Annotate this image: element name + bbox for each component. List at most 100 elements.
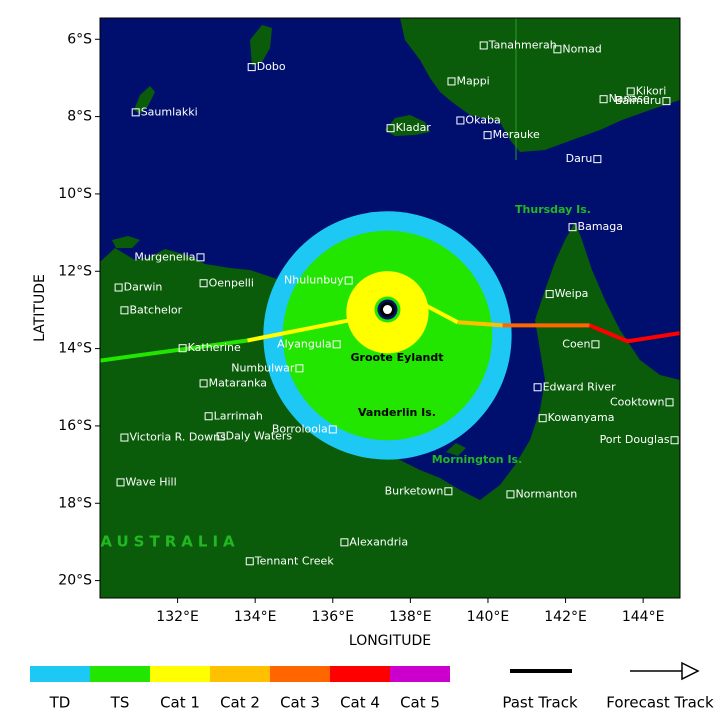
place-marker xyxy=(553,45,562,54)
y-tick-label: 18°S xyxy=(58,495,92,511)
place-label: Port Douglas xyxy=(600,433,670,446)
legend-label: Cat 2 xyxy=(220,694,260,711)
place-label: Nhulunbuy xyxy=(284,274,344,287)
place-marker xyxy=(120,306,129,315)
y-tick-label: 16°S xyxy=(58,418,92,434)
place-marker xyxy=(483,131,492,140)
place-label: Alyangula xyxy=(277,337,332,350)
legend-swatch xyxy=(30,666,90,682)
x-tick-label: 132°E xyxy=(156,609,199,625)
legend-label: Past Track xyxy=(502,694,578,711)
legend-swatch xyxy=(210,666,270,682)
place-label: Katherine xyxy=(188,341,241,354)
place-label: Edward River xyxy=(543,380,616,393)
legend-label: TD xyxy=(49,694,71,711)
x-axis-label: LONGITUDE xyxy=(349,633,431,649)
storm-marker xyxy=(374,296,401,323)
legend-swatch xyxy=(330,666,390,682)
place-label: Mappi xyxy=(456,74,489,87)
place-label: Normanton xyxy=(515,487,577,500)
y-tick-label: 10°S xyxy=(58,186,92,202)
y-axis-label: LATITUDE xyxy=(32,274,48,342)
place-label: Okaba xyxy=(465,113,500,126)
place-marker xyxy=(178,344,187,353)
x-tick-label: 136°E xyxy=(311,609,354,625)
forecast-arrow xyxy=(681,661,700,681)
place-label: Bamaga xyxy=(578,220,623,233)
track xyxy=(100,303,680,363)
legend-swatch xyxy=(390,666,450,682)
x-tick-label: 140°E xyxy=(467,609,510,625)
y-tick-label: 20°S xyxy=(58,573,92,589)
place-marker xyxy=(196,253,205,262)
place-label: Mataranka xyxy=(209,376,267,389)
x-tick-label: 144°E xyxy=(622,609,665,625)
place-marker xyxy=(332,340,341,349)
place-label: Weipa xyxy=(555,287,589,300)
place-marker xyxy=(444,487,453,496)
place-marker xyxy=(131,108,140,117)
place-label: Kladar xyxy=(396,121,432,134)
place-label: Darwin xyxy=(124,281,163,294)
place-label: Numbulwar xyxy=(231,361,295,374)
place-label: Oenpelli xyxy=(209,276,254,289)
place-label: Saumlakki xyxy=(141,105,198,118)
plot-frame xyxy=(99,17,681,599)
track-segment xyxy=(588,323,680,344)
region-label: AUSTRALIA xyxy=(100,533,239,551)
legend: Past Track Forecast Track TD TS Cat 1 Cat 2… xyxy=(30,661,714,712)
place-marker xyxy=(340,538,349,547)
y-tick-label: 12°S xyxy=(58,263,92,279)
y-tick-label: 14°S xyxy=(58,341,92,357)
place-marker xyxy=(245,557,254,566)
y-tick-label: 6°S xyxy=(67,31,92,47)
place-label: Nomad xyxy=(562,42,601,55)
place-marker xyxy=(247,63,256,72)
place-marker xyxy=(626,87,635,96)
place-marker xyxy=(538,414,547,423)
place-label: Daru xyxy=(566,152,593,165)
place-marker xyxy=(479,41,488,50)
place-label: Cooktown xyxy=(610,395,665,408)
region-label: Thursday Is. xyxy=(515,203,591,216)
place-label: Nanase xyxy=(609,92,650,105)
track-segment xyxy=(247,303,459,343)
place-label: Borroloola xyxy=(272,422,328,435)
wind-radii xyxy=(263,211,512,460)
y-tick-label: 8°S xyxy=(67,109,92,125)
legend-label: Cat 1 xyxy=(160,694,200,711)
place-marker xyxy=(386,124,395,133)
region-label: Groote Eylandt xyxy=(351,351,444,364)
place-label: Merauke xyxy=(493,128,540,141)
place-marker xyxy=(216,432,225,441)
place-label: Dobo xyxy=(257,60,286,73)
place-marker xyxy=(456,116,465,125)
place-label: Batchelor xyxy=(129,303,182,316)
legend-label: Cat 4 xyxy=(340,694,380,711)
place-label: Wave Hill xyxy=(126,475,177,488)
place-marker xyxy=(116,478,125,487)
place-label: Daly Waters xyxy=(226,429,293,442)
place-marker xyxy=(344,276,353,285)
region-label: Vanderlin Is. xyxy=(358,406,436,419)
place-marker xyxy=(199,279,208,288)
place-label: Tanahmerah xyxy=(488,38,557,51)
place-marker xyxy=(204,412,213,421)
place-marker xyxy=(593,155,602,164)
place-marker xyxy=(114,283,123,292)
legend-swatch xyxy=(150,666,210,682)
x-tick-label: 134°E xyxy=(234,609,277,625)
track-segment xyxy=(100,338,248,363)
place-marker xyxy=(665,398,674,407)
place-label: Baimuru xyxy=(615,94,662,107)
place-marker xyxy=(662,97,671,106)
place-marker xyxy=(295,364,304,373)
place-label: Tennant Creek xyxy=(254,554,335,567)
track-segment xyxy=(457,320,503,328)
place-label: Victoria R. Downs xyxy=(129,431,226,444)
legend-label: Cat 5 xyxy=(400,694,440,711)
place-marker xyxy=(447,77,456,86)
